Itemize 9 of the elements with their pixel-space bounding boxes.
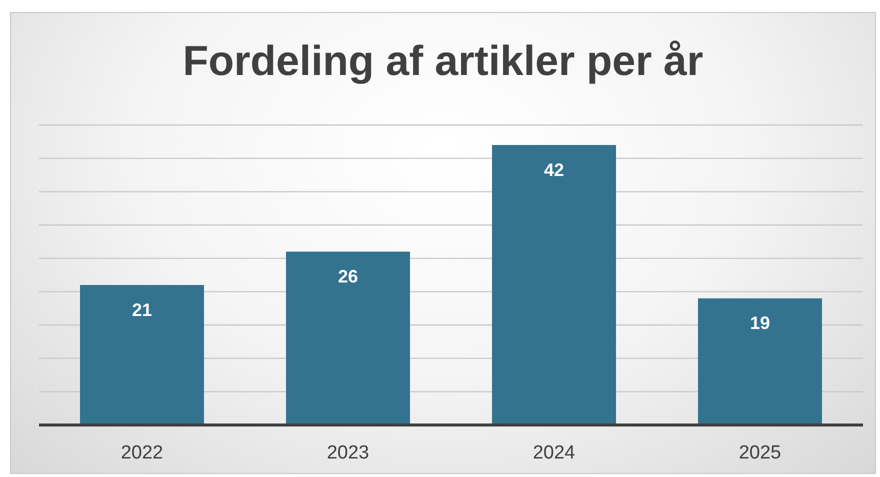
x-tick-label: 2025 [738,442,782,464]
data-label: 21 [132,300,152,320]
x-tick-label: 2022 [120,442,164,464]
data-label: 26 [338,266,358,286]
data-label: 42 [544,160,564,180]
x-tick-label: 2024 [532,442,576,464]
data-label: 19 [750,313,770,334]
x-tick-label: 2023 [326,442,370,464]
chart-title: Fordeling af artikler per år [182,37,704,85]
